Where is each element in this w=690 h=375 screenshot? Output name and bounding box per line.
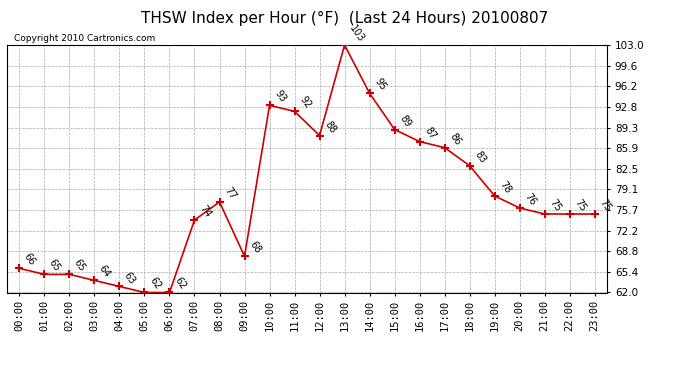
Text: 75: 75 <box>598 197 613 213</box>
Text: 75: 75 <box>573 197 588 213</box>
Text: 65: 65 <box>72 258 88 274</box>
Text: 75: 75 <box>547 197 563 213</box>
Text: 68: 68 <box>247 240 262 255</box>
Text: 62: 62 <box>147 276 163 292</box>
Text: 83: 83 <box>473 149 488 165</box>
Text: 64: 64 <box>97 264 112 280</box>
Text: 93: 93 <box>273 89 288 105</box>
Text: 76: 76 <box>522 191 538 207</box>
Text: 89: 89 <box>397 113 413 129</box>
Text: 86: 86 <box>447 131 462 147</box>
Text: 65: 65 <box>47 258 63 274</box>
Text: 66: 66 <box>22 252 37 268</box>
Text: 87: 87 <box>422 125 437 141</box>
Text: 63: 63 <box>122 270 137 286</box>
Text: 92: 92 <box>297 95 313 111</box>
Text: 88: 88 <box>322 119 337 135</box>
Text: 62: 62 <box>172 276 188 292</box>
Text: 95: 95 <box>373 76 388 93</box>
Text: THSW Index per Hour (°F)  (Last 24 Hours) 20100807: THSW Index per Hour (°F) (Last 24 Hours)… <box>141 11 549 26</box>
Text: 74: 74 <box>197 203 213 219</box>
Text: Copyright 2010 Cartronics.com: Copyright 2010 Cartronics.com <box>14 34 155 43</box>
Text: 77: 77 <box>222 185 237 201</box>
Text: 103: 103 <box>347 23 366 44</box>
Text: 78: 78 <box>497 179 513 195</box>
